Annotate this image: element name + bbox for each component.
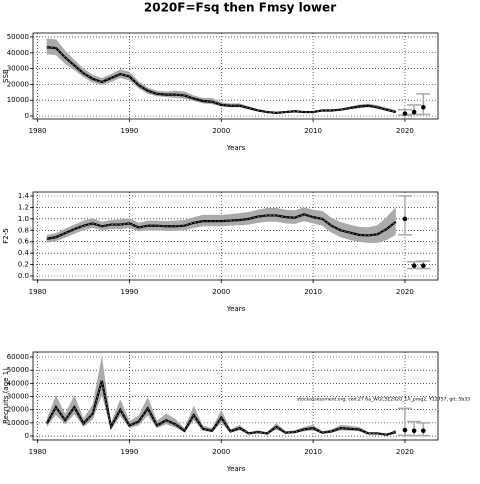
estimate-line-dash — [46, 380, 396, 436]
x-tick-label: 2010 — [304, 127, 322, 135]
x-tick-label: 2010 — [304, 288, 322, 296]
estimate-line-dash — [46, 213, 397, 240]
y-tick-label: 0 — [25, 432, 29, 440]
projection-point — [411, 263, 417, 269]
x-tick-label: 1990 — [121, 448, 139, 456]
y-axis-label: Recruits (age 1) — [2, 368, 10, 424]
y-tick-label: 0.6 — [18, 238, 30, 246]
y-tick-label: 0 — [25, 112, 29, 120]
y-tick-label: 30000 — [7, 65, 29, 73]
y-tick-label: 40000 — [7, 379, 29, 387]
projection-point — [411, 109, 417, 115]
projection-point — [421, 428, 426, 434]
y-tick-label: 20000 — [7, 80, 29, 88]
y-tick-label: 50000 — [7, 366, 29, 374]
y-tick-label: 1.4 — [18, 192, 30, 200]
y-tick-label: 50000 — [7, 33, 29, 41]
y-tick-label: 1.0 — [18, 215, 29, 223]
projection-point — [402, 216, 408, 222]
x-tick-label: 1980 — [29, 448, 47, 456]
x-axis-label: Years — [226, 144, 246, 152]
x-tick-label: 2000 — [212, 448, 230, 456]
x-axis-label: Years — [226, 465, 246, 473]
projection-point — [421, 105, 426, 110]
y-tick-label: 10000 — [7, 96, 29, 104]
x-tick-label: 1980 — [29, 127, 47, 135]
y-tick-label: 0.0 — [18, 272, 29, 280]
x-tick-label: 1990 — [121, 127, 139, 135]
estimate-line-dash — [46, 46, 396, 114]
y-axis-label: F2-5 — [2, 228, 10, 243]
y-tick-label: 0.2 — [18, 261, 29, 269]
plot-frame — [32, 32, 439, 120]
y-tick-label: 30000 — [7, 393, 29, 401]
y-tick-label: 20000 — [7, 406, 29, 414]
plot-frame — [32, 351, 439, 441]
x-tick-label: 2020 — [396, 448, 414, 456]
y-tick-label: 10000 — [7, 419, 29, 427]
y-axis-label: SSB — [2, 69, 10, 83]
y-tick-label: 1.2 — [18, 203, 29, 211]
y-tick-label: 0.8 — [18, 226, 29, 234]
x-tick-label: 2020 — [396, 288, 414, 296]
projection-point — [402, 111, 408, 116]
annotation: stockassessment.org, cod.27.6a_WGCSE2020… — [297, 397, 470, 403]
projection-point — [411, 428, 417, 434]
x-tick-label: 2010 — [304, 448, 322, 456]
x-axis-label: Years — [226, 305, 246, 313]
x-tick-label: 2000 — [212, 127, 230, 135]
y-tick-label: 0.4 — [18, 249, 30, 257]
y-tick-label: 60000 — [7, 353, 29, 361]
projection-point — [421, 263, 426, 269]
projection-point — [402, 427, 408, 433]
chart-title: 2020F=Fsq then Fmsy lower — [144, 1, 336, 15]
plot-frame — [32, 191, 439, 281]
y-tick-label: 40000 — [7, 49, 29, 57]
x-tick-label: 2020 — [396, 127, 414, 135]
x-tick-label: 1980 — [29, 288, 47, 296]
x-tick-label: 1990 — [121, 288, 139, 296]
x-tick-label: 2000 — [212, 288, 230, 296]
